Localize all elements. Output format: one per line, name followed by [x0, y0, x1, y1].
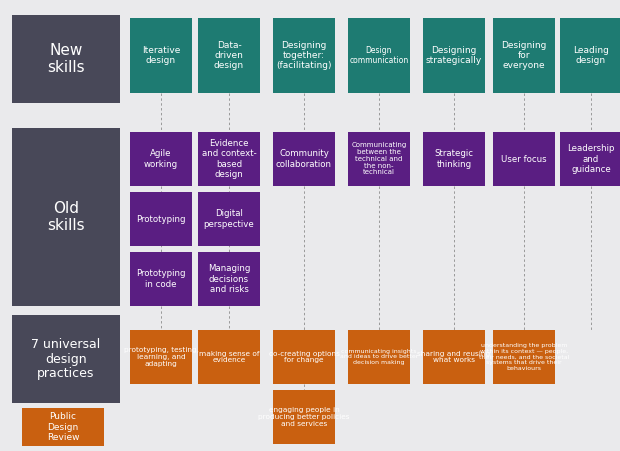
Text: Agile
working: Agile working [144, 149, 178, 169]
Text: Design
communication: Design communication [350, 46, 409, 65]
FancyBboxPatch shape [273, 18, 335, 93]
FancyBboxPatch shape [198, 18, 260, 93]
FancyBboxPatch shape [273, 330, 335, 384]
FancyBboxPatch shape [12, 128, 120, 306]
Text: User focus: User focus [501, 155, 547, 164]
FancyBboxPatch shape [348, 132, 410, 186]
Text: Prototyping
in code: Prototyping in code [136, 270, 186, 289]
FancyBboxPatch shape [22, 408, 104, 446]
Text: sharing and reusing
what works: sharing and reusing what works [417, 350, 490, 364]
FancyBboxPatch shape [493, 330, 555, 384]
FancyBboxPatch shape [198, 330, 260, 384]
Text: communicating insights
and ideas to drive better
decision making: communicating insights and ideas to driv… [340, 349, 418, 365]
FancyBboxPatch shape [12, 315, 120, 403]
FancyBboxPatch shape [198, 252, 260, 306]
Text: Iterative
design: Iterative design [142, 46, 180, 65]
Text: New
skills: New skills [47, 43, 85, 75]
Text: Leading
design: Leading design [573, 46, 609, 65]
FancyBboxPatch shape [130, 192, 192, 246]
FancyBboxPatch shape [12, 15, 120, 103]
FancyBboxPatch shape [423, 18, 485, 93]
Text: Data-
driven
design: Data- driven design [214, 41, 244, 70]
FancyBboxPatch shape [423, 132, 485, 186]
FancyBboxPatch shape [560, 132, 620, 186]
Text: 7 universal
design
practices: 7 universal design practices [32, 338, 100, 380]
Text: prototyping, testing,
learning, and
adapting: prototyping, testing, learning, and adap… [123, 347, 198, 367]
Text: Designing
strategically: Designing strategically [426, 46, 482, 65]
FancyBboxPatch shape [348, 330, 410, 384]
FancyBboxPatch shape [198, 192, 260, 246]
Text: Digital
perspective: Digital perspective [203, 209, 254, 229]
FancyBboxPatch shape [493, 18, 555, 93]
FancyBboxPatch shape [423, 330, 485, 384]
Text: Communicating
between the
technical and
the non-
technical: Communicating between the technical and … [352, 143, 407, 175]
Text: Prototyping: Prototyping [136, 215, 186, 224]
Text: Public
Design
Review: Public Design Review [46, 413, 79, 442]
Text: understanding the problem
within its context — people,
their needs, and the soci: understanding the problem within its con… [479, 343, 569, 371]
FancyBboxPatch shape [493, 132, 555, 186]
FancyBboxPatch shape [130, 330, 192, 384]
Text: Community
collaboration: Community collaboration [276, 149, 332, 169]
Text: Evidence
and context-
based
design: Evidence and context- based design [202, 139, 257, 179]
Text: Designing
for
everyone: Designing for everyone [502, 41, 547, 70]
Text: Leadership
and
guidance: Leadership and guidance [567, 144, 615, 174]
FancyBboxPatch shape [198, 132, 260, 186]
FancyBboxPatch shape [560, 18, 620, 93]
Text: engaging people in
producing better policies
and services: engaging people in producing better poli… [259, 407, 350, 427]
Text: Managing
decisions
and risks: Managing decisions and risks [208, 264, 250, 294]
FancyBboxPatch shape [130, 18, 192, 93]
FancyBboxPatch shape [348, 18, 410, 93]
FancyBboxPatch shape [273, 390, 335, 444]
FancyBboxPatch shape [273, 132, 335, 186]
FancyBboxPatch shape [130, 132, 192, 186]
Text: Old
skills: Old skills [47, 201, 85, 233]
Text: making sense of
evidence: making sense of evidence [199, 350, 259, 364]
Text: Strategic
thinking: Strategic thinking [435, 149, 474, 169]
Text: Designing
together:
(facilitating): Designing together: (facilitating) [277, 41, 332, 70]
Text: co-creating options
for change: co-creating options for change [268, 350, 339, 364]
FancyBboxPatch shape [130, 252, 192, 306]
